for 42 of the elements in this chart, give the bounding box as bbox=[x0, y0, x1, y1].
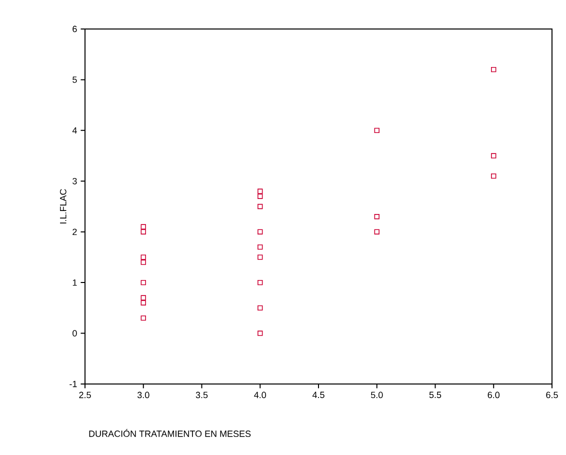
point bbox=[258, 330, 263, 336]
point bbox=[258, 204, 263, 210]
point bbox=[140, 224, 146, 230]
point bbox=[258, 244, 263, 250]
point bbox=[258, 280, 263, 286]
x-tick-label: 4.5 bbox=[312, 392, 324, 398]
x-tick-label: 6.5 bbox=[546, 392, 558, 398]
y-tick-label: 3 bbox=[72, 178, 77, 184]
y-tick-label: 2 bbox=[72, 228, 77, 235]
x-axis-title: DURACIÓN TRATAMIENTO EN MESES bbox=[89, 429, 251, 437]
x-tick-label: 5.5 bbox=[429, 392, 442, 398]
y-tick-label: 6 bbox=[72, 26, 77, 32]
y-tick-label: 4 bbox=[72, 127, 77, 134]
point bbox=[258, 305, 263, 311]
y-tick-label: 0 bbox=[72, 330, 77, 336]
point bbox=[140, 229, 146, 234]
point bbox=[258, 229, 263, 234]
y-tick-label: -1 bbox=[70, 380, 77, 388]
x-tick-label: 2.5 bbox=[79, 392, 91, 398]
y-tick-label: 5 bbox=[72, 76, 77, 83]
y-axis-title: I.L.FLAC bbox=[60, 189, 66, 224]
x-tick-label: 3.5 bbox=[196, 392, 208, 398]
x-tick-label: 5.0 bbox=[370, 392, 383, 398]
point bbox=[140, 295, 146, 300]
x-tick-label: 4.0 bbox=[254, 392, 266, 398]
y-tick-label: 1 bbox=[72, 279, 77, 286]
point bbox=[258, 194, 263, 199]
point bbox=[258, 254, 263, 260]
point bbox=[491, 173, 496, 179]
point bbox=[140, 315, 146, 321]
point bbox=[140, 260, 146, 265]
point bbox=[140, 300, 146, 306]
point bbox=[374, 128, 380, 134]
x-tick-label: 3.0 bbox=[137, 392, 150, 398]
point bbox=[140, 254, 146, 260]
point bbox=[258, 188, 263, 194]
point bbox=[374, 214, 380, 220]
point bbox=[374, 229, 380, 234]
point bbox=[491, 153, 496, 158]
point bbox=[140, 280, 146, 286]
point bbox=[491, 66, 496, 72]
x-tick-label: 6.0 bbox=[488, 392, 500, 398]
